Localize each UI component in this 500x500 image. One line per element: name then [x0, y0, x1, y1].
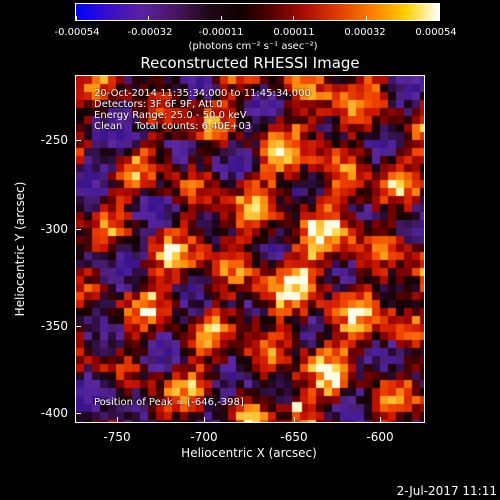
y-tick-mark [75, 229, 81, 230]
y-tick-mark [75, 140, 81, 141]
x-tick-mark [380, 417, 381, 423]
y-tick-label: -350 [40, 319, 68, 333]
reconstructed-image-heatmap [76, 76, 424, 422]
colorbar-tick-mark [220, 16, 222, 20]
colorbar-tick-mark [293, 16, 295, 20]
x-tick-label: -600 [366, 430, 394, 444]
colorbar-tick-label: -0.00011 [198, 27, 244, 38]
date-stamp: 2-Jul-2017 11:11 [396, 484, 497, 498]
x-tick-mark [117, 417, 118, 423]
info-peak-position: Position of Peak = [-646,-398] [94, 397, 244, 408]
x-tick-mark [294, 417, 295, 423]
colorbar-units: (photons cm⁻² s⁻¹ asec⁻²) [188, 41, 318, 52]
y-tick-mark [75, 326, 81, 327]
colorbar-tick-mark [76, 16, 77, 20]
colorbar-tick-label: -0.00054 [54, 27, 100, 38]
info-energy-range: Energy Range: 25.0 - 50.0 keV [94, 110, 247, 121]
x-tick-mark [204, 417, 205, 423]
x-tick-label: -700 [190, 430, 218, 444]
info-detectors: Detectors: 3F 6F 9F, Att 0 [94, 99, 223, 110]
image-plot-area: 20-Oct-2014 11:35:34.000 to 11:45:34.000… [75, 75, 425, 423]
y-axis-label: Heliocentric Y (arcsec) [13, 181, 27, 317]
colorbar-tick-label: -0.00032 [127, 27, 173, 38]
x-tick-label: -650 [280, 430, 308, 444]
info-time-range: 20-Oct-2014 11:35:34.000 to 11:45:34.000 [94, 88, 311, 99]
colorbar-tick-label: 0.00011 [273, 27, 315, 38]
info-clean-counts: Clean Total counts: 6.40E+03 [94, 121, 252, 132]
x-axis-label: Heliocentric X (arcsec) [181, 446, 317, 460]
colorbar-tick-mark [148, 16, 150, 20]
plot-title: Reconstructed RHESSI Image [140, 54, 360, 72]
colorbar-tick-label: 0.00032 [344, 27, 386, 38]
x-tick-label: -750 [103, 430, 131, 444]
y-tick-label: -300 [40, 222, 68, 236]
y-tick-label: -400 [40, 406, 68, 420]
colorbar [75, 3, 440, 21]
colorbar-tick-label: 0.00054 [415, 27, 457, 38]
y-tick-label: -250 [40, 133, 68, 147]
y-tick-mark [75, 413, 81, 414]
colorbar-tick-mark [365, 16, 367, 20]
colorbar-tick-mark [438, 16, 439, 20]
